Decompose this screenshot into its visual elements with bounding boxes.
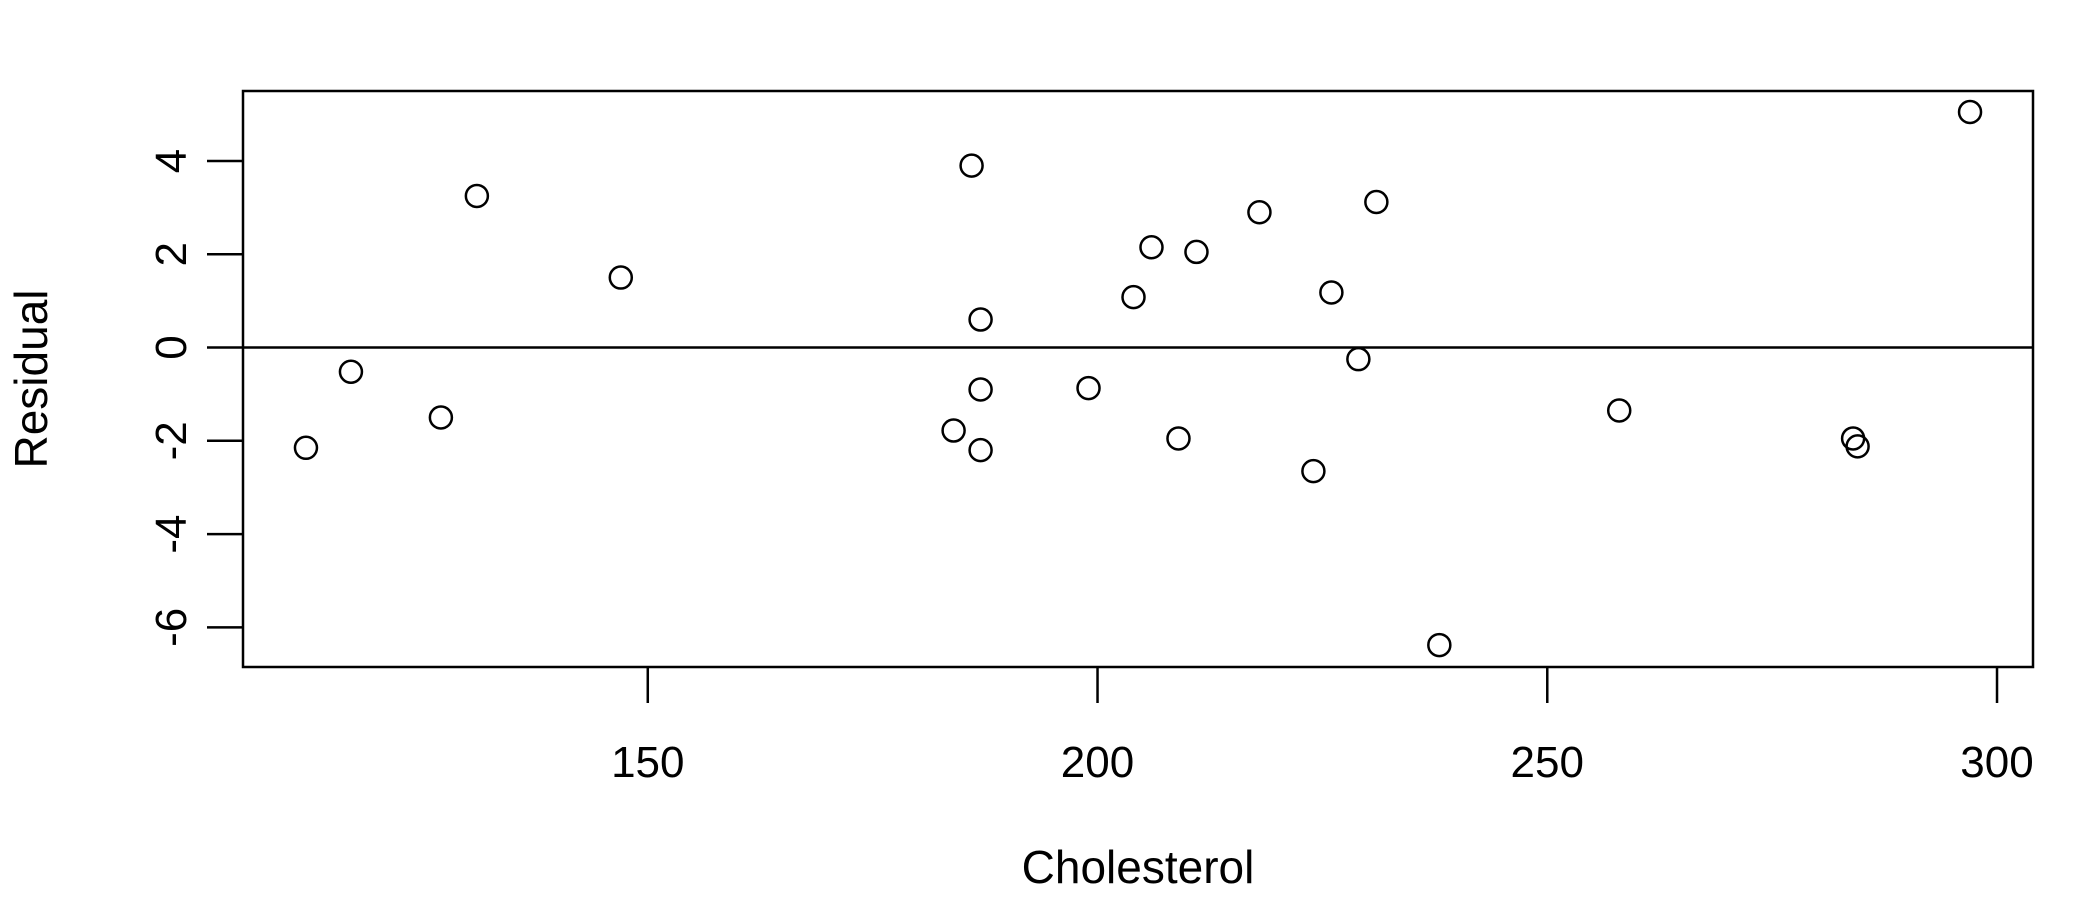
data-point [968, 377, 993, 402]
data-point [941, 418, 966, 443]
y-tick-label: -6 [147, 608, 196, 647]
data-point [1139, 234, 1164, 260]
data-point [968, 437, 993, 463]
data-point [1247, 200, 1272, 225]
points-layer [293, 99, 1983, 658]
data-point [1319, 280, 1344, 305]
data-point [464, 183, 490, 209]
data-point [1364, 189, 1389, 215]
plot-frame [241, 89, 2035, 669]
data-point [1121, 284, 1146, 310]
data-point [338, 359, 364, 385]
data-point [1076, 375, 1101, 401]
y-tick-label: 2 [147, 242, 196, 266]
data-point [1427, 632, 1452, 658]
data-point [959, 153, 984, 178]
y-tick-label: -4 [147, 515, 196, 554]
y-tick-label: 0 [147, 335, 196, 359]
x-tick-label: 300 [1960, 738, 2033, 787]
data-point [428, 405, 454, 430]
data-point [293, 435, 319, 461]
data-point [1346, 346, 1371, 372]
y-axis: 4 2 0 -2 -4 -6 [147, 149, 243, 647]
x-axis-title: Cholesterol [1022, 841, 1255, 893]
x-tick-label: 200 [1061, 738, 1134, 787]
data-point [1957, 99, 1983, 125]
y-tick-label: 4 [147, 149, 196, 173]
data-point [1166, 426, 1191, 451]
y-tick-label: -2 [147, 421, 196, 460]
data-point [1301, 458, 1326, 484]
x-axis: 150 200 250 300 [611, 667, 2034, 787]
y-axis-title: Residual [5, 290, 57, 469]
data-point [1845, 434, 1870, 459]
x-tick-label: 250 [1511, 738, 1584, 787]
x-tick-label: 150 [611, 738, 684, 787]
data-point [608, 265, 634, 290]
data-point [1606, 398, 1632, 423]
data-point [968, 307, 993, 332]
data-point [1184, 239, 1209, 265]
